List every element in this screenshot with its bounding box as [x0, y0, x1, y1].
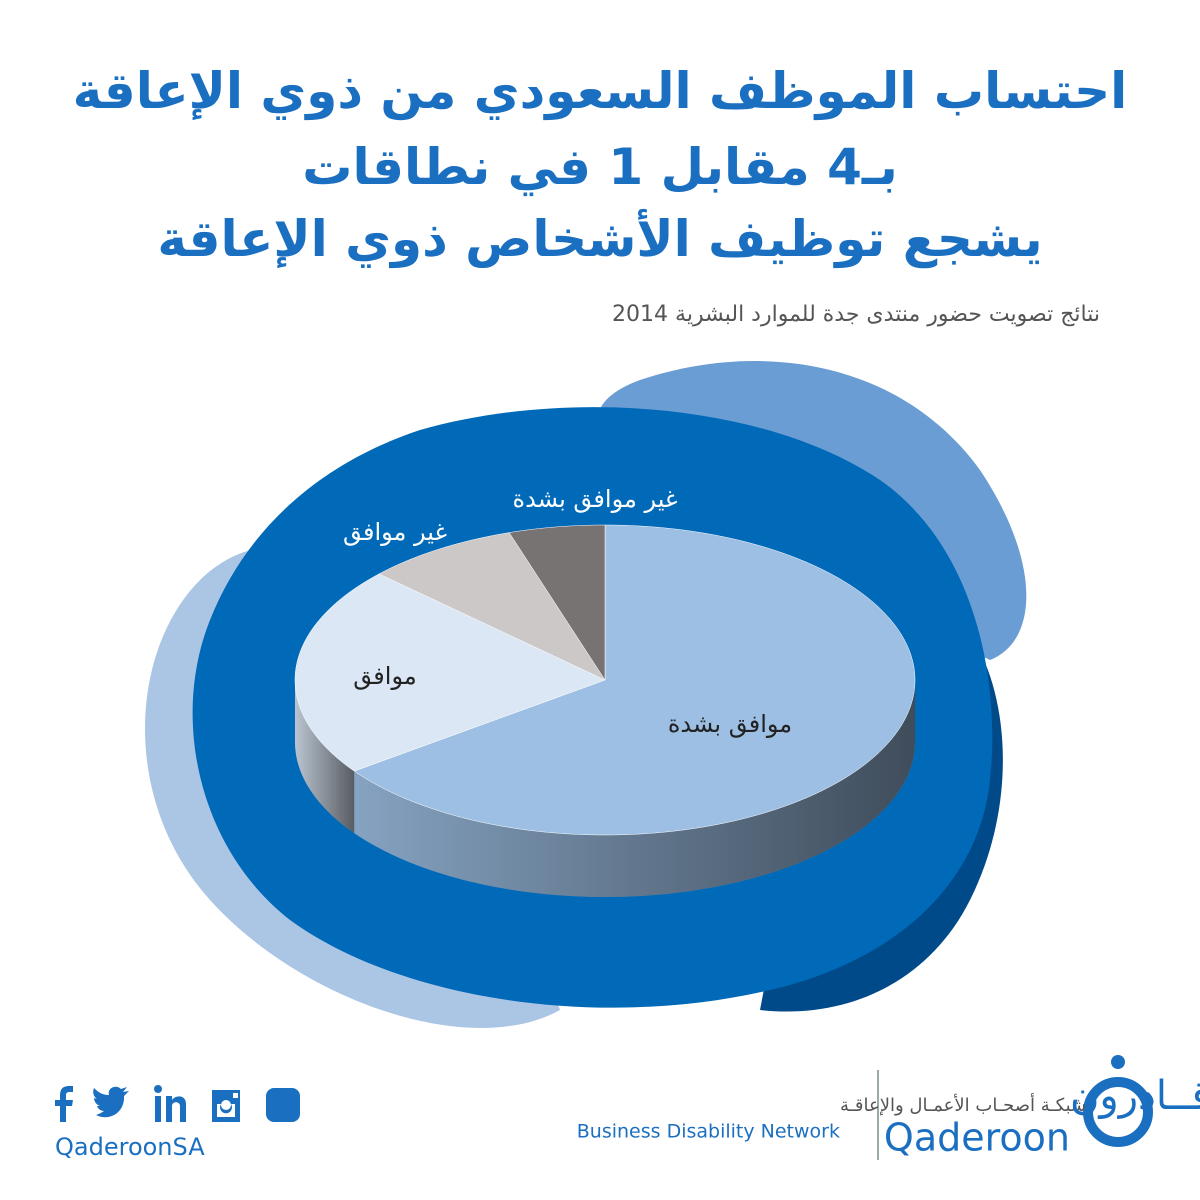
network-ar: شبكـة أصحـاب الأعمـال والإعاقـة	[840, 1093, 1086, 1116]
facebook-icon	[55, 1086, 73, 1122]
title-line: احتساب الموظف السعودي من ذوي الإعاقة	[72, 62, 1128, 120]
logo-dot	[1111, 1055, 1125, 1069]
subtitle: نتائج تصويت حضور منتدى جدة للموارد البشر…	[612, 302, 1100, 327]
slice	[353, 524, 916, 836]
brand-ar: قــادرون	[1070, 1073, 1200, 1119]
slice-label: موافق بشدة	[668, 710, 792, 738]
slice	[378, 532, 606, 681]
linkedin-icon	[155, 1096, 161, 1122]
slice-label: غير موافق بشدة	[513, 485, 678, 513]
linkedin-icon	[154, 1085, 162, 1093]
slice-label: موافق	[353, 662, 416, 690]
slice-side-shade	[354, 680, 916, 897]
title-line: بـ4 مقابل 1 في نطاقات	[302, 138, 898, 196]
slice-side-shade	[295, 680, 355, 834]
logo-ring	[1083, 1077, 1153, 1147]
slice-label: غير موافق	[343, 518, 447, 546]
slice	[294, 573, 606, 772]
brand-en: Qaderoon	[884, 1116, 1070, 1160]
social-icons	[55, 1085, 300, 1122]
title-line: يشجع توظيف الأشخاص ذوي الإعاقة	[157, 210, 1043, 268]
instagram-icon	[212, 1090, 240, 1122]
network-en: Business Disability Network	[577, 1121, 840, 1143]
twitter-icon	[93, 1086, 129, 1118]
slice	[508, 524, 606, 681]
linkedin-icon	[166, 1096, 186, 1122]
handle: QaderoonSA	[55, 1133, 205, 1161]
youtube-icon	[266, 1088, 300, 1122]
